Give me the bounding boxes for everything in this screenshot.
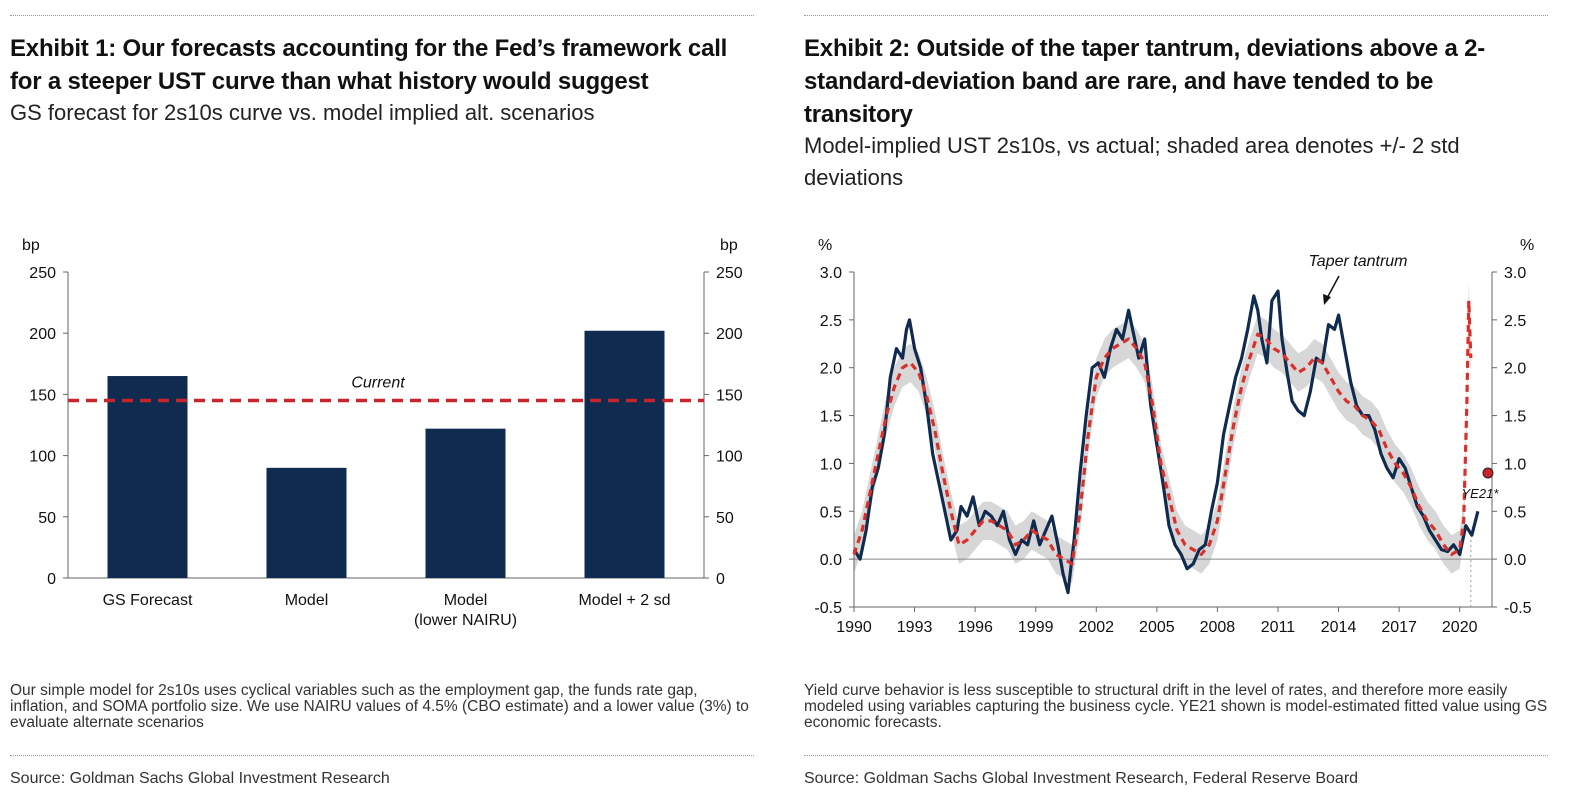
left-y-tick-label: 0.0 — [820, 552, 842, 569]
current-reference-line: Current — [68, 375, 704, 403]
top-divider — [804, 15, 1548, 16]
left-y-tick-label: 1.0 — [820, 456, 842, 473]
bar — [425, 428, 506, 578]
left-y-tick-label: 250 — [29, 265, 56, 282]
category-label: Model + 2 sd — [578, 592, 670, 609]
right-y-tick-label: 3.0 — [1504, 265, 1526, 282]
bar-chart-axes: 0 0 50 50 100 100 150 150 200 200 250 250 — [29, 265, 743, 588]
category-label: Model — [444, 592, 488, 609]
left-y-tick-label: 1.5 — [820, 409, 842, 426]
bar-series — [107, 330, 665, 578]
current-label: Current — [351, 375, 405, 392]
right-y-tick-label: 250 — [716, 265, 743, 282]
model-implied-2s10s-line — [852, 299, 1473, 566]
x-tick-label: 2011 — [1261, 619, 1296, 636]
left-y-tick-label: 0.5 — [820, 504, 842, 521]
source-divider — [804, 755, 1548, 756]
bar — [107, 376, 188, 578]
exhibit-2-panel: Exhibit 2: Outside of the taper tantrum,… — [794, 0, 1548, 804]
ye21-point — [1482, 467, 1494, 479]
right-y-tick-label: 1.0 — [1504, 456, 1526, 473]
left-y-tick-label: 2.0 — [820, 361, 842, 378]
exhibit-1-subtitle: GS forecast for 2s10s curve vs. model im… — [10, 100, 595, 125]
bar — [584, 330, 665, 578]
exhibit-1-source: Source: Goldman Sachs Global Investment … — [10, 770, 390, 787]
ye21-label: YE21* — [1462, 486, 1500, 501]
source-divider — [10, 755, 754, 756]
exhibit-1-note: Our simple model for 2s10s uses cyclical… — [10, 682, 749, 731]
line-series — [852, 289, 1480, 607]
actual-2s10s-line — [852, 289, 1480, 595]
exhibit-2-source: Source: Goldman Sachs Global Investment … — [804, 770, 1359, 787]
right-y-tick-label: 50 — [716, 510, 734, 527]
exhibit-2-subtitle: Model-implied UST 2s10s, vs actual; shad… — [804, 133, 1460, 190]
right-y-tick-label: 200 — [716, 326, 743, 343]
right-y-tick-label: 1.5 — [1504, 409, 1526, 426]
bar — [266, 467, 347, 578]
taper-tantrum-arrow-head — [1323, 294, 1331, 305]
left-axis-unit: % — [818, 237, 832, 254]
category-labels: GS Forecast Model Model (lower NAIRU) Model … — [103, 592, 671, 629]
top-divider — [10, 15, 754, 16]
category-label: Model — [285, 592, 329, 609]
right-y-tick-label: 2.0 — [1504, 361, 1526, 378]
exhibit-1-panel: Exhibit 1: Our forecasts accounting for … — [0, 0, 754, 804]
category-label: GS Forecast — [103, 592, 193, 609]
right-axis-unit: bp — [720, 237, 738, 254]
exhibit-2-line-chart: % % -0.5 -0.5 0.0 0.0 0.5 0.5 1.0 1.0 1.5 1.5 2.0 2… — [814, 237, 1534, 636]
right-y-tick-label: 0.0 — [1504, 552, 1526, 569]
right-y-tick-label: 0.5 — [1504, 504, 1526, 521]
left-y-tick-label: 150 — [29, 387, 56, 404]
right-y-tick-label: 150 — [716, 387, 743, 404]
x-tick-label: 2020 — [1442, 619, 1478, 636]
left-axis-unit: bp — [22, 237, 40, 254]
left-y-tick-label: 3.0 — [820, 265, 842, 282]
right-y-tick-label: 100 — [716, 449, 743, 466]
left-y-tick-label: 50 — [38, 510, 56, 527]
x-tick-label: 2002 — [1078, 619, 1114, 636]
line-chart-axes: -0.5 -0.5 0.0 0.0 0.5 0.5 1.0 1.0 1.5 1.5 2.0 2.0 2.… — [814, 265, 1531, 636]
exhibit-2-title: Exhibit 2: Outside of the taper tantrum,… — [804, 35, 1486, 128]
x-tick-label: 2017 — [1381, 619, 1417, 636]
x-tick-label: 1999 — [1018, 619, 1054, 636]
x-tick-label: 1996 — [957, 619, 993, 636]
right-axis-unit: % — [1520, 237, 1534, 254]
left-y-tick-label: -0.5 — [814, 600, 842, 617]
left-y-tick-label: 0 — [47, 571, 56, 588]
exhibit-1-title: Exhibit 1: Our forecasts accounting for … — [10, 35, 728, 95]
x-tick-label: 2014 — [1321, 619, 1357, 636]
left-y-tick-label: 100 — [29, 449, 56, 466]
x-tick-label: 1990 — [836, 619, 872, 636]
right-y-tick-label: 2.5 — [1504, 313, 1526, 330]
category-label: (lower NAIRU) — [414, 612, 517, 629]
exhibit-2-note: Yield curve behavior is less susceptible… — [804, 682, 1548, 731]
exhibit-1-bar-chart: bp bp 0 0 50 50 100 100 150 150 200 200 250 250 Cur… — [22, 237, 743, 629]
taper-tantrum-label: Taper tantrum — [1308, 253, 1407, 270]
right-y-tick-label: 0 — [716, 571, 725, 588]
left-y-tick-label: 200 — [29, 326, 56, 343]
x-tick-label: 2008 — [1200, 619, 1236, 636]
left-y-tick-label: 2.5 — [820, 313, 842, 330]
x-tick-label: 2005 — [1139, 619, 1175, 636]
x-tick-label: 1993 — [897, 619, 933, 636]
chart-annotations: YE21* Taper tantrum — [1308, 253, 1499, 501]
right-y-tick-label: -0.5 — [1504, 600, 1532, 617]
